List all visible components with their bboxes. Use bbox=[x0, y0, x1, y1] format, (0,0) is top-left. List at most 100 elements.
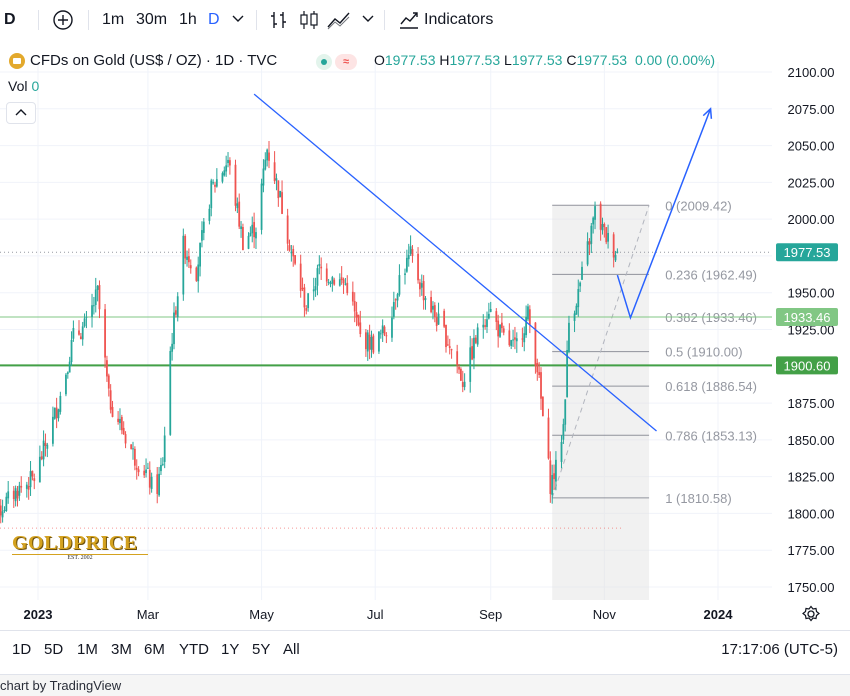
x-tick-label: 2023 bbox=[24, 607, 53, 622]
candle-body bbox=[228, 160, 231, 166]
candle-body bbox=[221, 173, 224, 182]
candle-body bbox=[7, 491, 10, 499]
range-6m[interactable]: 6M bbox=[144, 641, 165, 658]
fib-level-label: 0.786 (1853.13) bbox=[665, 428, 757, 443]
candle-body bbox=[405, 257, 408, 272]
candle-body bbox=[614, 254, 617, 261]
range-ytd[interactable]: YTD bbox=[179, 641, 209, 658]
candle-body bbox=[68, 361, 71, 373]
y-tick-label: 2075.00 bbox=[788, 102, 835, 117]
candle-body bbox=[353, 301, 356, 312]
fib-level-label: 1 (1810.58) bbox=[665, 491, 732, 506]
last-price-label-bg bbox=[776, 243, 838, 262]
ohlc-values: O1977.53 H1977.53 L1977.53 C1977.53 0.00… bbox=[374, 52, 715, 68]
candle-body bbox=[12, 490, 15, 500]
symbol-short[interactable]: D bbox=[4, 11, 16, 28]
interval-1h[interactable]: 1h bbox=[179, 11, 197, 28]
price-labels: 1977.53 1933.46 1900.60 bbox=[776, 243, 838, 375]
candle-body bbox=[443, 310, 446, 327]
indicators-icon[interactable] bbox=[398, 9, 420, 31]
candle-body bbox=[424, 298, 427, 300]
candle-body bbox=[133, 448, 136, 466]
candle-body bbox=[111, 406, 114, 417]
projection-arrow bbox=[616, 108, 712, 321]
candle-body bbox=[430, 296, 432, 313]
settings-icon[interactable] bbox=[802, 605, 820, 623]
candle-body bbox=[91, 305, 93, 318]
candle-body bbox=[215, 179, 218, 187]
indicators-button[interactable]: Indicators bbox=[424, 11, 494, 28]
candle-body bbox=[612, 234, 615, 258]
candle-body bbox=[547, 417, 550, 459]
range-all[interactable]: All bbox=[283, 641, 300, 658]
candle-body bbox=[599, 203, 602, 230]
candle-body bbox=[255, 232, 257, 239]
open-value: 1977.53 bbox=[384, 52, 436, 68]
candle-body bbox=[592, 217, 595, 225]
candle-body bbox=[147, 467, 149, 469]
candle-body bbox=[44, 442, 47, 446]
candle-body bbox=[331, 277, 334, 284]
candle-body bbox=[420, 283, 423, 288]
candle-body bbox=[368, 334, 371, 350]
collapse-legend-button[interactable] bbox=[6, 102, 36, 124]
delayed-data-badge[interactable]: ≈ bbox=[335, 54, 357, 70]
y-tick-label: 2050.00 bbox=[788, 139, 835, 154]
interval-30m[interactable]: 30m bbox=[136, 11, 168, 28]
candle-body bbox=[202, 221, 205, 233]
candle-body bbox=[5, 496, 8, 511]
candle-body bbox=[72, 327, 75, 339]
bar-chart-icon[interactable] bbox=[268, 9, 290, 31]
range-1y[interactable]: 1Y bbox=[221, 641, 240, 658]
candle-body bbox=[534, 322, 537, 366]
candle-body bbox=[329, 282, 332, 284]
chevron-down-icon[interactable] bbox=[232, 14, 244, 24]
candle-body bbox=[327, 281, 330, 283]
candle-body bbox=[357, 314, 360, 326]
candle-body bbox=[555, 459, 557, 482]
candle-body bbox=[25, 484, 28, 489]
range-1d[interactable]: 1D bbox=[12, 641, 32, 658]
range-5d[interactable]: 5D bbox=[44, 641, 64, 658]
candle-body bbox=[40, 456, 43, 460]
range-5y[interactable]: 5Y bbox=[252, 641, 271, 658]
interval-d[interactable]: D bbox=[208, 11, 220, 28]
toolbar-divider bbox=[38, 10, 39, 30]
y-tick-label: 1850.00 bbox=[788, 433, 835, 448]
plus-circle-icon[interactable] bbox=[52, 9, 74, 31]
candles-icon[interactable] bbox=[298, 9, 320, 31]
price-chart[interactable]: 0 (2009.42)0.236 (1962.49)0.382 (1933.46… bbox=[0, 40, 850, 630]
candle-body bbox=[201, 230, 203, 241]
area-chart-icon[interactable] bbox=[326, 9, 352, 31]
candle-body bbox=[379, 333, 382, 335]
candle-body bbox=[487, 313, 490, 319]
x-tick-label: May bbox=[249, 607, 274, 622]
y-tick-label: 1875.00 bbox=[788, 396, 835, 411]
y-tick-label: 1925.00 bbox=[788, 323, 835, 338]
candle-body bbox=[398, 275, 401, 295]
candle-body bbox=[446, 344, 449, 346]
volume-legend: Vol 0 bbox=[8, 78, 39, 94]
candle-body bbox=[616, 251, 619, 253]
candle-body bbox=[486, 319, 488, 327]
candle-body bbox=[92, 305, 95, 307]
candle-body bbox=[57, 409, 60, 419]
hline-price-label: 1900.60 bbox=[784, 358, 831, 373]
candle-body bbox=[156, 474, 159, 494]
candle-body bbox=[52, 416, 54, 444]
candle-body bbox=[579, 282, 582, 287]
range-1m[interactable]: 1M bbox=[77, 641, 98, 658]
open-label: O bbox=[374, 52, 385, 68]
clock-timezone[interactable]: 17:17:06 (UTC-5) bbox=[721, 641, 838, 658]
candle-body bbox=[568, 322, 570, 353]
candle-body bbox=[132, 448, 134, 450]
candle-body bbox=[109, 390, 112, 410]
chevron-down-icon[interactable] bbox=[362, 14, 374, 24]
candle-body bbox=[458, 366, 460, 370]
range-3m[interactable]: 3M bbox=[111, 641, 132, 658]
candle-body bbox=[312, 289, 315, 292]
interval-1m[interactable]: 1m bbox=[102, 11, 125, 28]
candle-body bbox=[437, 313, 440, 325]
credit-text[interactable]: chart by TradingView bbox=[0, 678, 122, 693]
candle-body bbox=[515, 338, 518, 342]
